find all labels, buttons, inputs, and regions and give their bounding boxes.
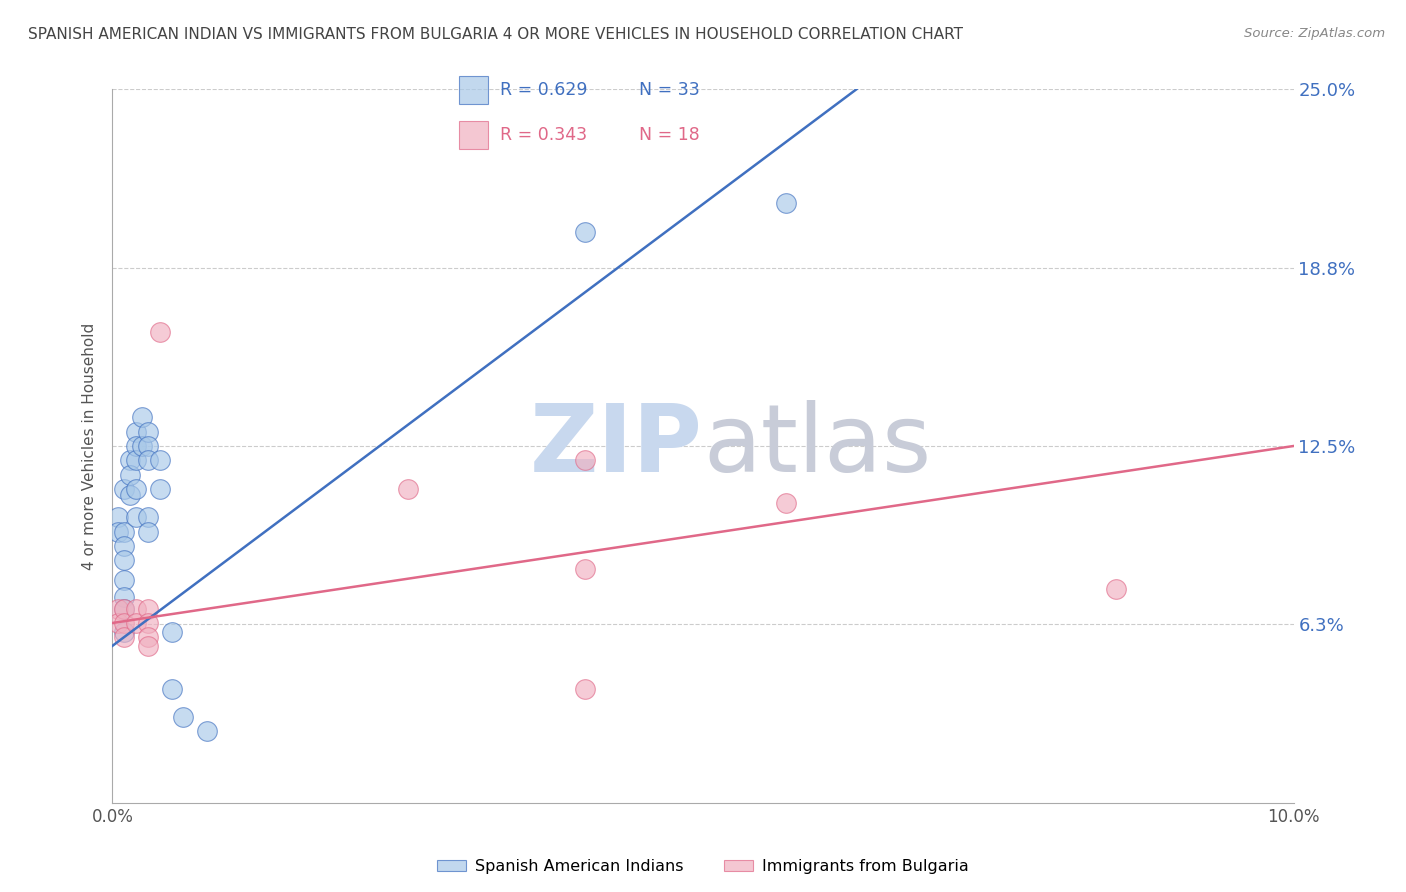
Point	[112, 591, 135, 605]
Point	[574, 453, 596, 467]
Point	[574, 225, 596, 239]
Y-axis label: 4 or more Vehicles in Household: 4 or more Vehicles in Household	[82, 322, 97, 570]
Point	[149, 482, 172, 496]
Point	[125, 425, 148, 439]
Point	[775, 496, 797, 510]
Point	[195, 724, 218, 739]
Point	[125, 439, 148, 453]
Text: SPANISH AMERICAN INDIAN VS IMMIGRANTS FROM BULGARIA 4 OR MORE VEHICLES IN HOUSEH: SPANISH AMERICAN INDIAN VS IMMIGRANTS FR…	[28, 27, 963, 42]
Point	[1105, 582, 1128, 596]
Point	[112, 524, 135, 539]
Point	[112, 539, 135, 553]
Point	[136, 601, 159, 615]
Point	[136, 630, 159, 644]
Point	[136, 524, 159, 539]
Point	[112, 630, 135, 644]
Text: atlas: atlas	[703, 400, 931, 492]
Point	[172, 710, 194, 724]
Point	[125, 615, 148, 630]
Text: N = 33: N = 33	[638, 81, 700, 99]
Point	[112, 615, 135, 630]
Point	[107, 601, 129, 615]
Point	[107, 510, 129, 524]
Point	[112, 573, 135, 587]
Point	[149, 453, 172, 467]
Point	[107, 524, 129, 539]
Point	[775, 196, 797, 211]
Text: Source: ZipAtlas.com: Source: ZipAtlas.com	[1244, 27, 1385, 40]
Point	[112, 601, 135, 615]
Point	[107, 615, 129, 630]
Point	[160, 681, 183, 696]
Point	[125, 601, 148, 615]
Point	[120, 467, 142, 482]
Bar	[458, 76, 488, 103]
Point	[136, 615, 159, 630]
Point	[112, 601, 135, 615]
Point	[112, 482, 135, 496]
Point	[149, 325, 172, 339]
Point	[160, 624, 183, 639]
Point	[136, 425, 159, 439]
Point	[112, 624, 135, 639]
Point	[131, 439, 153, 453]
Point	[574, 562, 596, 576]
Legend: Spanish American Indians, Immigrants from Bulgaria: Spanish American Indians, Immigrants fro…	[430, 853, 976, 880]
Text: N = 18: N = 18	[638, 126, 700, 144]
Point	[125, 453, 148, 467]
Point	[125, 482, 148, 496]
Point	[136, 510, 159, 524]
Point	[136, 439, 159, 453]
Point	[131, 410, 153, 425]
Point	[125, 510, 148, 524]
Text: R = 0.629: R = 0.629	[501, 81, 588, 99]
Point	[120, 453, 142, 467]
Point	[136, 639, 159, 653]
Point	[120, 487, 142, 501]
Bar	[458, 121, 488, 149]
Point	[112, 553, 135, 567]
Text: R = 0.343: R = 0.343	[501, 126, 588, 144]
Point	[136, 453, 159, 467]
Point	[574, 681, 596, 696]
Point	[396, 482, 419, 496]
Text: ZIP: ZIP	[530, 400, 703, 492]
